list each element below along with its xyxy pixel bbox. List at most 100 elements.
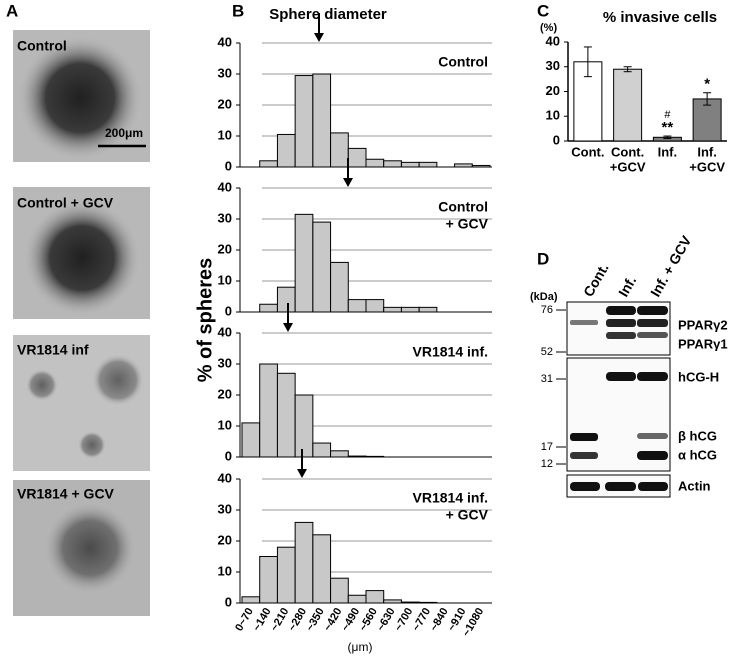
spheroid bbox=[26, 369, 58, 401]
significance-mark: ** bbox=[662, 119, 674, 136]
bar bbox=[294, 394, 314, 458]
band bbox=[606, 306, 636, 315]
mean-arrow-head bbox=[314, 33, 324, 42]
x-tick-label: +GCV bbox=[610, 159, 646, 174]
y-tick-label: 10 bbox=[218, 563, 232, 578]
x-tick-label: Inf. bbox=[658, 144, 678, 159]
chart-title: % invasive cells bbox=[603, 9, 717, 26]
y-tick-label: 30 bbox=[218, 210, 232, 225]
bar bbox=[259, 303, 278, 313]
y-tick-label: 10 bbox=[218, 272, 232, 287]
subplot-label: Control bbox=[438, 199, 488, 215]
band-label: β hCG bbox=[678, 428, 717, 443]
bar bbox=[259, 160, 278, 168]
band-label: α hCG bbox=[678, 447, 717, 462]
bar bbox=[365, 455, 385, 458]
bar bbox=[330, 261, 349, 313]
unit-label: (kDa) bbox=[530, 291, 558, 303]
y-tick-label: 40 bbox=[218, 34, 232, 49]
image-label: Control bbox=[17, 38, 67, 54]
marker-label: 52 bbox=[541, 346, 553, 358]
bar bbox=[241, 596, 261, 604]
spheroid bbox=[24, 200, 140, 316]
scale-bar-label: 200μm bbox=[105, 126, 143, 140]
band bbox=[606, 319, 636, 327]
y-unit: (%) bbox=[540, 22, 557, 34]
bar bbox=[241, 422, 261, 458]
subplot-label: + GCV bbox=[446, 507, 489, 523]
panel-d: D (kDa) Cont. Inf. Inf. + GCV7652311712PPA… bbox=[530, 233, 728, 498]
band-label: Actin bbox=[678, 478, 711, 493]
bar bbox=[347, 299, 367, 313]
bar bbox=[347, 455, 367, 458]
band bbox=[638, 482, 668, 491]
band bbox=[606, 372, 636, 381]
x-tick-label: +GCV bbox=[689, 159, 725, 174]
y-tick-label: 20 bbox=[218, 96, 232, 111]
bar bbox=[418, 601, 438, 604]
band bbox=[570, 433, 598, 441]
bar bbox=[276, 286, 296, 313]
panel-letter: C bbox=[537, 1, 549, 20]
marker-label: 17 bbox=[541, 441, 553, 453]
y-tick-label: 0 bbox=[225, 448, 232, 463]
bar bbox=[330, 450, 349, 458]
image-label: Control + GCV bbox=[17, 195, 114, 211]
x-tick-label: Cont. bbox=[611, 144, 644, 159]
mean-arrow-head bbox=[343, 178, 353, 187]
y-tick-label: 0 bbox=[225, 594, 232, 609]
subplot-label: VR1814 inf. bbox=[413, 490, 488, 506]
y-tick-label: 20 bbox=[546, 83, 560, 98]
bar bbox=[383, 599, 402, 604]
significance-mark: # bbox=[664, 109, 671, 121]
y-tick-label: 40 bbox=[218, 324, 232, 339]
subplot-label: Control bbox=[438, 54, 488, 70]
significance-mark: * bbox=[704, 76, 710, 93]
spheroid bbox=[45, 503, 135, 593]
y-tick-label: 30 bbox=[218, 501, 232, 516]
y-tick-label: 40 bbox=[546, 33, 560, 48]
panel-letter: B bbox=[232, 1, 244, 20]
bar bbox=[383, 160, 402, 168]
panel-b: B Sphere diameter % of spheres (μm) 0 10 2… bbox=[194, 1, 492, 654]
band bbox=[570, 482, 600, 491]
bar bbox=[259, 363, 278, 458]
panel-letter: D bbox=[537, 249, 549, 268]
bar bbox=[259, 556, 278, 604]
bar bbox=[692, 98, 722, 142]
bar bbox=[471, 164, 491, 168]
bar bbox=[418, 161, 438, 168]
spheroid bbox=[92, 354, 144, 406]
image-label: VR1814 inf bbox=[17, 342, 89, 358]
band bbox=[637, 319, 668, 327]
y-tick-label: 0 bbox=[225, 158, 232, 173]
bar bbox=[347, 594, 367, 604]
marker-label: 31 bbox=[541, 373, 553, 385]
bar bbox=[312, 221, 332, 313]
bar bbox=[294, 75, 314, 168]
bar bbox=[400, 306, 420, 313]
x-tick-label: Inf. bbox=[697, 144, 717, 159]
bar bbox=[294, 521, 314, 604]
band bbox=[606, 332, 636, 339]
x-tick-label: Cont. bbox=[571, 144, 604, 159]
y-tick-label: 30 bbox=[546, 58, 560, 73]
band bbox=[605, 482, 636, 491]
y-tick-label: 10 bbox=[218, 127, 232, 142]
y-tick-label: 40 bbox=[218, 470, 232, 485]
x-axis-label: (μm) bbox=[348, 640, 373, 654]
y-tick-label: 10 bbox=[546, 108, 560, 123]
y-tick-label: 20 bbox=[218, 241, 232, 256]
band bbox=[570, 320, 598, 325]
panel-a: A 200μm Control Control + GCV VR1814 inf… bbox=[6, 1, 150, 616]
bar bbox=[312, 73, 332, 168]
bar bbox=[365, 590, 385, 604]
bar bbox=[312, 442, 332, 458]
subplot-label: + GCV bbox=[446, 216, 489, 232]
spheroid bbox=[78, 431, 106, 459]
bar bbox=[400, 161, 420, 168]
band bbox=[637, 451, 668, 460]
bar bbox=[365, 299, 385, 313]
band bbox=[637, 372, 668, 381]
